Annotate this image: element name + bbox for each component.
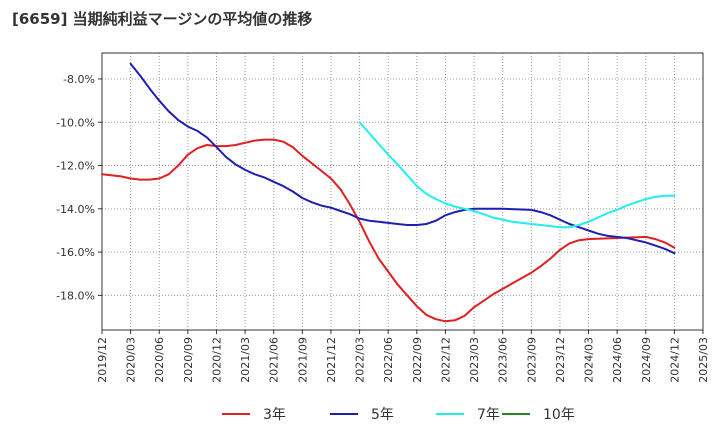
y-tick-label: -18.0% bbox=[56, 289, 95, 302]
x-tick-label: 2021/03 bbox=[239, 337, 252, 383]
plot-frame bbox=[101, 52, 704, 331]
legend: 3年 5年 7年 10年 bbox=[222, 407, 575, 423]
y-tick-label: -10.0% bbox=[56, 116, 95, 129]
x-tick-label: 2023/09 bbox=[525, 337, 538, 383]
legend-label-4: 10年 bbox=[543, 407, 575, 423]
x-tick-label: 2021/06 bbox=[268, 337, 281, 383]
x-tick-label: 2023/06 bbox=[497, 337, 510, 383]
x-tick-label: 2020/03 bbox=[125, 337, 138, 383]
grid-layer bbox=[102, 53, 703, 330]
x-tick-label: 2024/03 bbox=[583, 337, 596, 383]
x-tick-label: 2023/12 bbox=[554, 337, 567, 383]
series-layer bbox=[101, 62, 676, 323]
y-tick-label: -8.0% bbox=[63, 73, 95, 86]
x-tick-label: 2024/12 bbox=[668, 337, 681, 383]
y-tick-label: -16.0% bbox=[56, 246, 95, 259]
x-tick-label: 2022/06 bbox=[382, 337, 395, 383]
chart-title: [6659] 当期純利益マージンの平均値の推移 bbox=[12, 10, 313, 28]
x-tick-label: 2024/06 bbox=[611, 337, 624, 383]
series-line-1 bbox=[101, 138, 676, 323]
axis-layer: -8.0% -10.0% -12.0% -14.0% -16.0% -18.0% 2019/… bbox=[56, 52, 710, 383]
y-tick-label: -14.0% bbox=[56, 203, 95, 216]
x-tick-label: 2022/12 bbox=[439, 337, 452, 383]
legend-label-1: 3年 bbox=[263, 407, 286, 423]
x-tick-label: 2020/12 bbox=[210, 337, 223, 383]
x-tick-label: 2022/03 bbox=[354, 337, 367, 383]
x-tick-label: 2020/09 bbox=[182, 337, 195, 383]
y-tick-label: -12.0% bbox=[56, 160, 95, 173]
series-line-3 bbox=[358, 121, 676, 229]
x-tick-label: 2023/03 bbox=[468, 337, 481, 383]
x-tick-label: 2021/09 bbox=[296, 337, 309, 383]
legend-label-3: 7年 bbox=[477, 407, 500, 423]
x-tick-label: 2021/12 bbox=[325, 337, 338, 383]
x-tick-label: 2022/09 bbox=[411, 337, 424, 383]
x-tick-label: 2024/09 bbox=[640, 337, 653, 383]
x-tick-label: 2019/12 bbox=[96, 337, 109, 383]
series-line-2 bbox=[129, 62, 676, 255]
x-tick-label: 2025/03 bbox=[697, 337, 710, 383]
legend-label-2: 5年 bbox=[371, 407, 394, 423]
x-tick-label: 2020/06 bbox=[153, 337, 166, 383]
